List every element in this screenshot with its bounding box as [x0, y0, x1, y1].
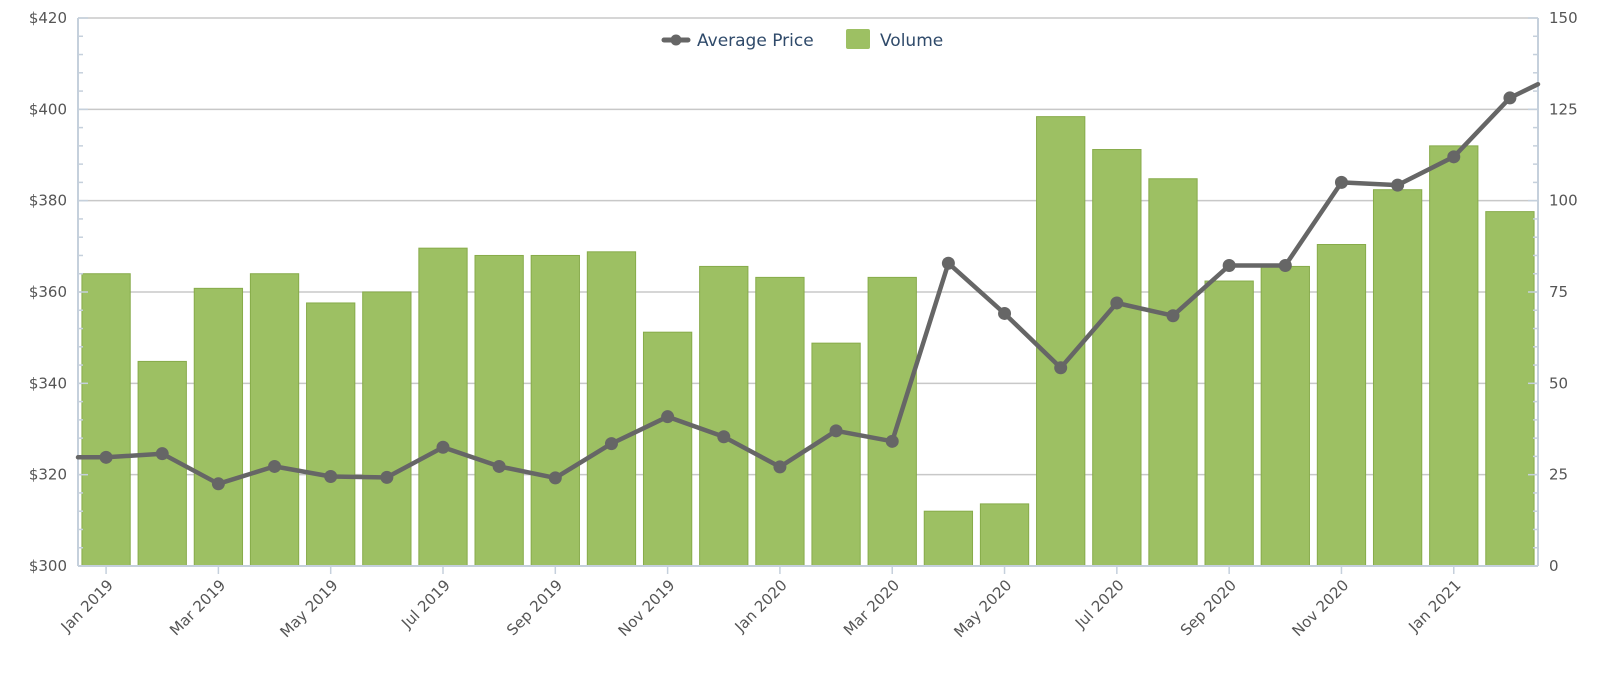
volume-bar	[1429, 145, 1479, 567]
volume-bar	[586, 251, 637, 567]
volume-bar	[1316, 244, 1367, 567]
legend-item-volume[interactable]: Volume	[846, 29, 943, 51]
x-axis-tick-label: Mar 2019	[166, 576, 229, 639]
volume-bar	[530, 254, 580, 567]
average-price-point	[773, 460, 787, 474]
volume-bar	[306, 302, 356, 567]
average-price-point	[998, 306, 1012, 320]
volume-bar	[81, 273, 131, 567]
volume-bar	[1204, 280, 1254, 567]
average-price-point	[1222, 259, 1236, 273]
x-axis-tick-label: Sep 2019	[503, 576, 566, 639]
x-axis-tick-label: Jul 2019	[397, 576, 454, 633]
left-axis-tick-label: $340	[29, 374, 67, 392]
right-axis-tick-label: 150	[1549, 9, 1578, 27]
average-price-point	[1054, 361, 1068, 375]
x-axis-tick-label: May 2019	[277, 576, 342, 641]
volume-bar	[1148, 178, 1198, 567]
average-price-point	[1391, 178, 1405, 192]
volume-bar	[362, 291, 412, 567]
average-price-point	[604, 437, 618, 451]
average-price-point	[1447, 150, 1461, 164]
x-axis-tick-label: Jan 2021	[1404, 576, 1464, 636]
right-axis-tick-label: 75	[1549, 283, 1568, 301]
x-axis-tick-label: May 2020	[950, 576, 1015, 641]
left-axis-tick-label: $300	[29, 557, 67, 575]
axes	[77, 17, 1539, 574]
average-price-point	[661, 410, 675, 424]
left-axis-ticks: $300 $320 $340 $360 $380 $400 $420	[29, 9, 67, 575]
volume-bar	[1260, 265, 1310, 567]
volume-bar	[418, 247, 468, 567]
left-axis-tick-label: $360	[29, 283, 67, 301]
left-axis-tick-label: $420	[29, 9, 67, 27]
average-price-line	[75, 81, 1541, 491]
average-price-point	[268, 459, 282, 473]
volume-bar	[642, 331, 693, 567]
average-price-point	[1110, 296, 1124, 310]
average-price-point	[885, 434, 899, 448]
right-axis-tick-label: 125	[1549, 100, 1578, 118]
volume-bar	[867, 276, 917, 567]
volume-bar	[193, 287, 244, 567]
volume-bar	[755, 276, 805, 567]
average-price-line-path	[75, 81, 1541, 487]
legend-label-volume: Volume	[880, 31, 943, 51]
volume-bar	[699, 265, 749, 567]
x-axis-tick-label: Jul 2020	[1071, 576, 1128, 633]
average-price-point	[1503, 91, 1517, 105]
average-price-point	[1278, 259, 1292, 273]
right-axis-tick-label: 100	[1549, 192, 1578, 210]
average-price-point	[211, 477, 225, 491]
x-axis-tick-label: Jan 2020	[731, 576, 791, 636]
volume-bar	[1092, 149, 1142, 567]
right-axis-ticks: 0 25 50 75 100 125 150	[1549, 9, 1578, 575]
volume-bar	[474, 254, 524, 567]
volume-bar	[249, 273, 300, 567]
right-axis-tick-label: 0	[1549, 557, 1559, 575]
x-axis-tick-label: Nov 2019	[615, 576, 679, 640]
left-axis-tick-label: $320	[29, 466, 67, 484]
legend-label-average-price: Average Price	[697, 31, 814, 51]
average-price-point	[717, 430, 731, 444]
x-axis-ticks: Jan 2019 Mar 2019 May 2019 Jul 2019 Sep 2019…	[57, 576, 1465, 641]
x-axis-tick-label: Jan 2019	[57, 576, 117, 636]
x-axis-tick-label: Mar 2020	[840, 576, 903, 639]
average-price-point	[548, 471, 562, 485]
volume-bar	[1372, 189, 1423, 567]
legend-item-average-price[interactable]: Average Price	[661, 31, 814, 51]
average-price-point	[829, 424, 843, 438]
right-axis-tick-label: 25	[1549, 466, 1568, 484]
x-axis-tick-label: Nov 2020	[1288, 576, 1352, 640]
legend: Average Price Volume	[661, 29, 943, 51]
volume-bar	[1485, 211, 1535, 567]
volume-bar	[923, 510, 974, 567]
x-axis-tick-label: Sep 2020	[1177, 576, 1240, 639]
average-price-point	[380, 470, 394, 484]
average-price-point	[492, 459, 506, 473]
average-price-point	[436, 440, 450, 454]
left-axis-tick-label: $400	[29, 100, 67, 118]
average-price-point	[941, 256, 955, 270]
legend-dot-marker	[670, 34, 682, 46]
average-price-point	[1166, 309, 1180, 323]
right-axis-tick-label: 50	[1549, 374, 1568, 392]
average-price-point	[155, 447, 169, 461]
volume-bar	[811, 342, 861, 567]
volume-bar	[1036, 116, 1086, 567]
average-price-point	[99, 450, 113, 464]
average-price-point	[324, 469, 338, 483]
left-axis-tick-label: $380	[29, 192, 67, 210]
legend-bar-marker	[846, 29, 870, 49]
average-price-point	[1334, 175, 1348, 189]
volume-bars	[81, 116, 1535, 567]
volume-bar	[979, 503, 1030, 567]
